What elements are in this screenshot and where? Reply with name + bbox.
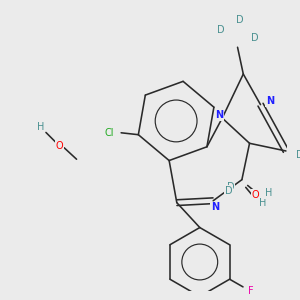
Text: D: D [236, 15, 243, 26]
Text: H: H [265, 188, 272, 198]
Text: D: D [296, 150, 300, 160]
Text: O: O [251, 190, 259, 200]
Text: H: H [259, 198, 267, 208]
Text: Cl: Cl [105, 128, 114, 138]
Text: N: N [211, 202, 219, 212]
Text: D: D [217, 25, 224, 35]
Text: D: D [225, 186, 232, 196]
Text: N: N [215, 110, 223, 120]
Text: D: D [251, 33, 259, 43]
Text: O: O [56, 141, 63, 151]
Text: F: F [248, 286, 254, 296]
Text: D: D [226, 182, 234, 192]
Text: N: N [266, 96, 274, 106]
Text: H: H [37, 122, 44, 132]
